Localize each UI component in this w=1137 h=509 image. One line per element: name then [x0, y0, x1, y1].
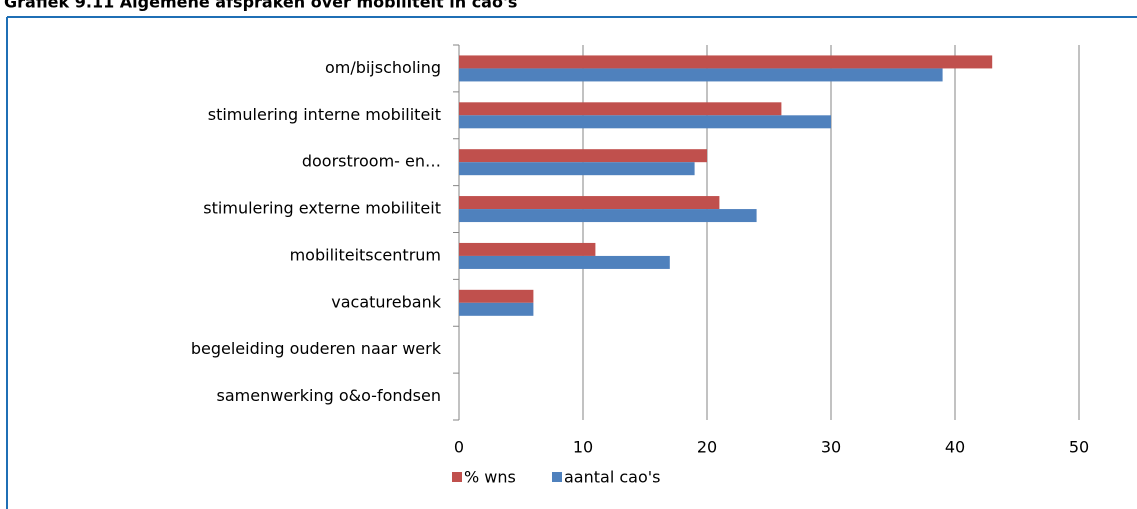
- bar: [459, 102, 782, 116]
- bar: [459, 55, 993, 69]
- bar: [459, 289, 534, 303]
- bar: [459, 242, 596, 256]
- x-tick-label: 20: [697, 438, 717, 457]
- bar: [459, 115, 831, 129]
- x-tick-label: 0: [454, 438, 464, 457]
- bar: [459, 162, 695, 176]
- bar: [459, 68, 943, 82]
- bar: [459, 149, 707, 163]
- legend-label: % wns: [464, 468, 516, 487]
- bar: [459, 209, 757, 223]
- x-tick-label: 30: [821, 438, 841, 457]
- y-tick-label: vacaturebank: [331, 292, 441, 311]
- y-tick-label: doorstroom- en…: [302, 152, 441, 171]
- x-tick-label: 10: [573, 438, 593, 457]
- y-tick-label: stimulering interne mobiliteit: [208, 105, 441, 124]
- bar: [459, 196, 720, 210]
- y-tick-label: begeleiding ouderen naar werk: [191, 339, 442, 358]
- x-tick-label: 50: [1069, 438, 1089, 457]
- chart-title: Grafiek 9.11 Algemene afspraken over mob…: [4, 0, 517, 12]
- y-tick-label: stimulering externe mobiliteit: [203, 199, 441, 218]
- legend-label: aantal cao's: [564, 468, 660, 487]
- y-tick-label: mobiliteitscentrum: [290, 245, 441, 264]
- legend-swatch: [552, 472, 562, 482]
- x-tick-label: 40: [945, 438, 965, 457]
- legend-swatch: [452, 472, 462, 482]
- bar: [459, 255, 670, 269]
- bar: [459, 302, 534, 316]
- y-tick-label: samenwerking o&o-fondsen: [217, 386, 441, 405]
- y-tick-label: om/bijscholing: [325, 58, 441, 77]
